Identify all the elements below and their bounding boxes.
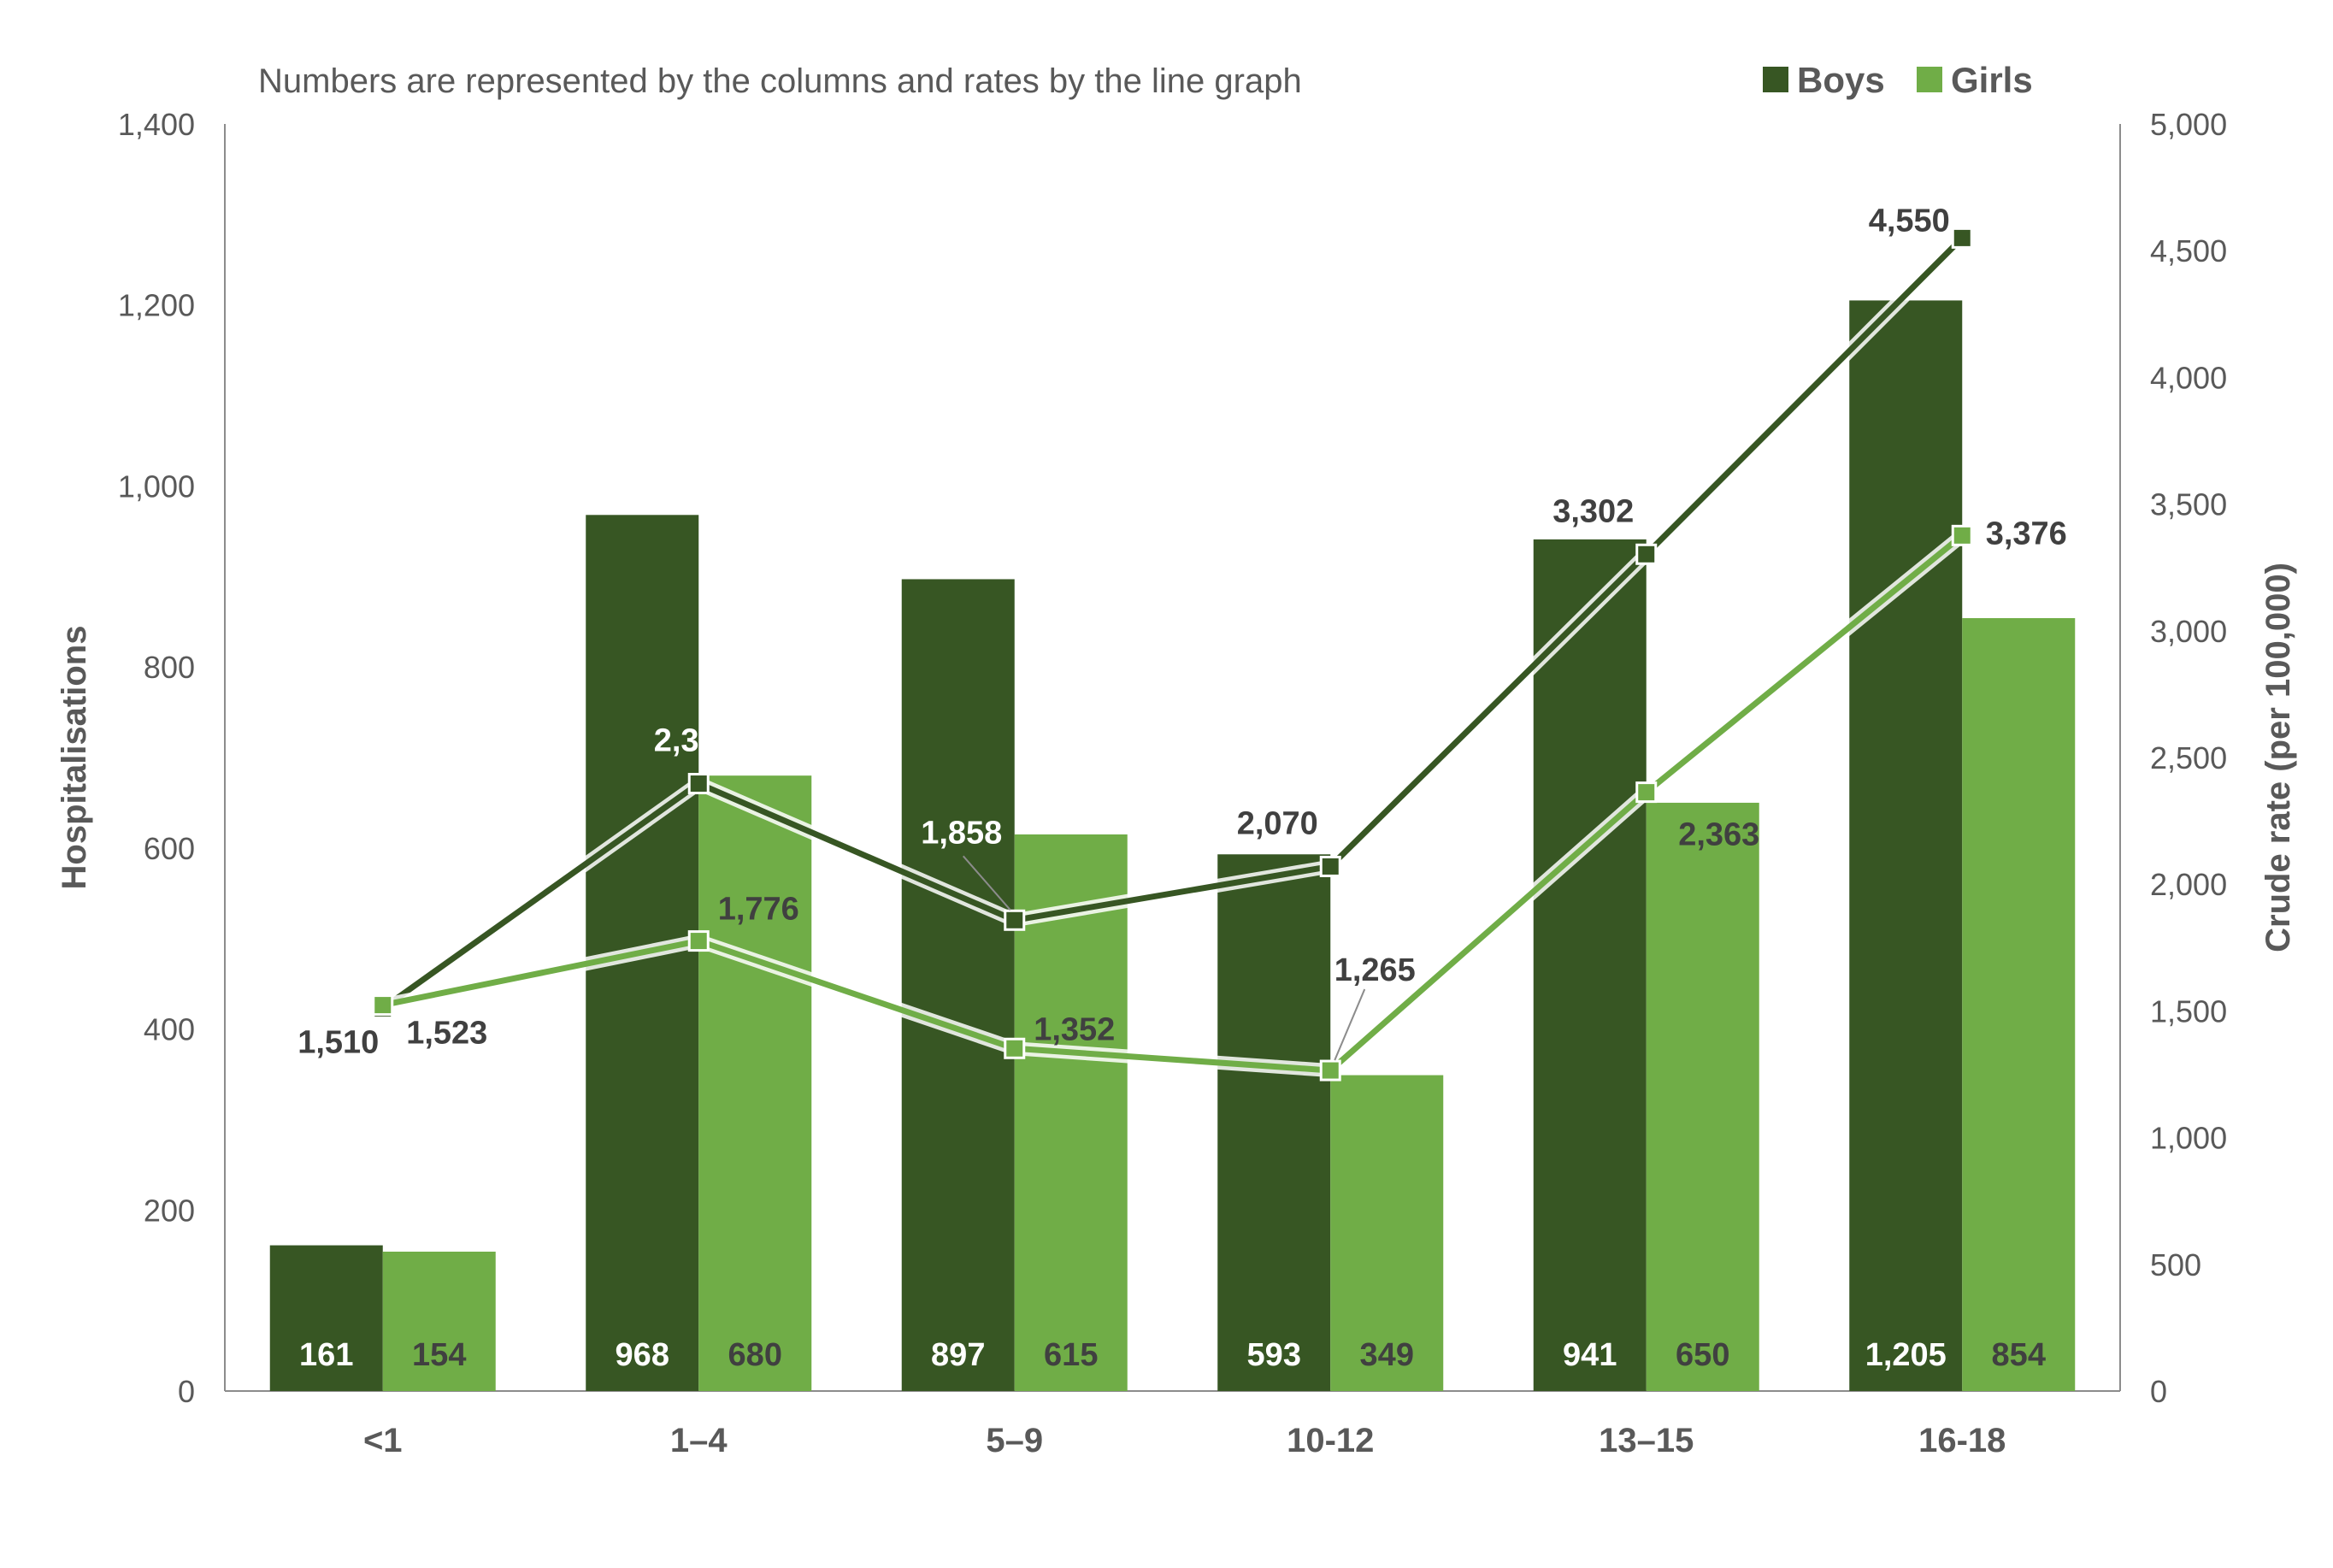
left-tick-label: 1,000: [118, 469, 195, 504]
legend-label-girls: Girls: [1951, 60, 2033, 100]
rate-value-label: 1,858: [921, 815, 1002, 851]
rate-value-label: 2,070: [1237, 805, 1318, 841]
legend: Boys Girls: [1763, 60, 2033, 100]
left-tick-label: 400: [144, 1012, 195, 1047]
right-tick-label: 2,000: [2150, 867, 2227, 902]
category-label: 1–4: [670, 1422, 728, 1459]
category-label: 13–15: [1599, 1422, 1694, 1459]
right-tick-label: 0: [2150, 1374, 2167, 1409]
bar-boys: [1217, 854, 1331, 1391]
axes: [224, 124, 2121, 1392]
category-label: 10-12: [1287, 1422, 1374, 1459]
rate-marker-girls: [1635, 781, 1658, 804]
category-label: 16-18: [1918, 1422, 2006, 1459]
bar-value-label: 349: [1360, 1337, 1414, 1373]
category-label: <1: [363, 1422, 403, 1459]
left-tick-label: 0: [178, 1374, 195, 1409]
right-tick-label: 3,000: [2150, 614, 2227, 649]
rate-lines: [372, 227, 1973, 1082]
bar-girls: [1646, 802, 1759, 1391]
bar-boys: [269, 1245, 383, 1391]
rate-value-label: 1,352: [1034, 1011, 1115, 1047]
rate-marker-boys: [1635, 543, 1658, 565]
bar-value-label: 854: [1992, 1337, 2046, 1373]
bar-value-label: 615: [1044, 1337, 1098, 1373]
rate-value-label: 2,363: [1678, 817, 1759, 853]
left-tick-label: 800: [144, 650, 195, 685]
bar-value-label: 968: [616, 1337, 669, 1373]
bar-value-label: 680: [728, 1337, 782, 1373]
bar-value-label: 941: [1563, 1337, 1617, 1373]
left-tick-label: 1,200: [118, 288, 195, 323]
left-tick-label: 600: [144, 831, 195, 866]
leader-line: [962, 855, 1011, 911]
bar-value-label: 161: [299, 1337, 353, 1373]
right-tick-label: 1,500: [2150, 993, 2227, 1029]
rate-marker-boys: [1319, 855, 1341, 877]
legend-swatch-boys: [1763, 67, 1788, 92]
left-tick-label: 200: [144, 1193, 195, 1228]
rate-marker-boys: [687, 773, 710, 795]
bar-boys: [1533, 539, 1647, 1391]
right-tick-label: 4,000: [2150, 360, 2227, 395]
bar-girls: [1014, 834, 1128, 1391]
rate-marker-girls: [1004, 1037, 1026, 1059]
chart-subtitle: Numbers are represented by the columns a…: [258, 62, 1302, 100]
right-tick-label: 3,500: [2150, 487, 2227, 522]
left-tick-label: 1,400: [118, 107, 195, 142]
bar-value-label: 897: [931, 1337, 985, 1373]
rate-value-label: 2,397: [654, 723, 735, 759]
rate-value-label: 1,776: [718, 892, 799, 928]
left-axis-title: Hospitalisations: [56, 626, 93, 890]
category-label: 5–9: [986, 1422, 1043, 1459]
bar-value-label: 593: [1247, 1337, 1301, 1373]
legend-label-boys: Boys: [1797, 60, 1885, 100]
right-tick-label: 2,500: [2150, 740, 2227, 775]
bar-value-label: 154: [412, 1337, 466, 1373]
rate-value-label: 1,265: [1334, 952, 1416, 988]
rate-line-boys: [380, 235, 1965, 1011]
bar-boys: [901, 579, 1015, 1391]
rate-marker-boys: [1004, 909, 1026, 931]
right-tick-label: 5,000: [2150, 107, 2227, 142]
right-tick-labels: 0 500 1,000 1,500 2,000 2,500 3,000 3,500 4,000 4…: [2150, 107, 2227, 1409]
bar-boys: [1849, 300, 1963, 1392]
rate-marker-girls: [687, 930, 710, 952]
category-labels: <1 1–4 5–9 10-12 13–15 16-18: [363, 1422, 2006, 1459]
bar-value-label: 650: [1676, 1337, 1729, 1373]
rate-line-girls: [382, 533, 1965, 1074]
bar-girls: [1962, 617, 2076, 1391]
right-axis-title: Crude rate (per 100,000): [2259, 563, 2297, 952]
rate-value-label: 1,523: [406, 1016, 487, 1052]
rate-value-label: 1,510: [298, 1024, 379, 1060]
rate-value-label: 3,302: [1552, 493, 1634, 529]
bar-girls: [1330, 1075, 1444, 1391]
rate-value-label: 3,376: [1986, 516, 2067, 551]
rate-value-labels: 1,510 2,397 1,858 2,070 3,302 4,550 1,523 1,776…: [298, 203, 2067, 1061]
right-tick-label: 4,500: [2150, 233, 2227, 268]
left-tick-labels: 0 200 400 600 800 1,000 1,200 1,400: [118, 107, 195, 1409]
rate-marker-girls: [1319, 1059, 1341, 1082]
rate-marker-girls: [372, 994, 394, 1017]
leader-line: [1334, 988, 1366, 1061]
rate-marker-girls: [1951, 524, 1973, 546]
legend-swatch-girls: [1917, 67, 1942, 92]
rate-marker-boys: [1951, 227, 1973, 249]
bar-girls: [382, 1251, 496, 1391]
rate-value-label: 4,550: [1869, 203, 1950, 239]
bar-value-label: 1,205: [1865, 1337, 1947, 1373]
right-tick-label: 500: [2150, 1247, 2201, 1282]
right-tick-label: 1,000: [2150, 1121, 2227, 1156]
bar-girls: [698, 775, 812, 1391]
bar-value-labels: 161 968 897 593 941 1,205 154 680 615 349 650 854: [299, 1337, 2046, 1373]
bars: [269, 300, 2076, 1392]
